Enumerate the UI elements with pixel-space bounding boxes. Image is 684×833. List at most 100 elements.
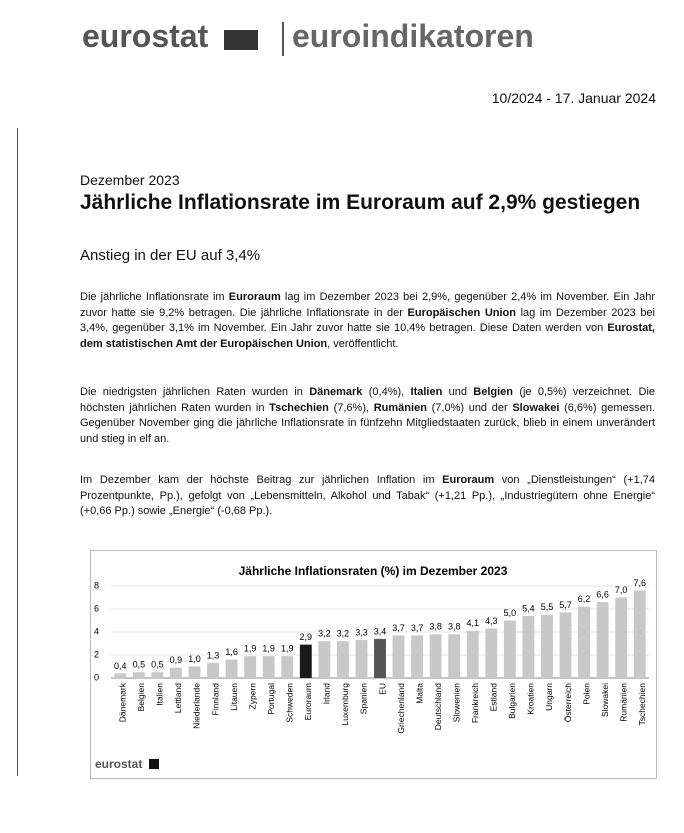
value-label: 7,6 xyxy=(633,578,646,588)
y-tick-label: 0 xyxy=(94,672,99,682)
x-tick-label: Estland xyxy=(489,683,499,712)
value-label: 5,5 xyxy=(541,602,554,612)
bold-run: Italien xyxy=(410,386,443,398)
x-tick-label: Bulgarien xyxy=(507,683,517,719)
bold-run: Tschechien xyxy=(269,401,329,414)
x-tick-label: Spanien xyxy=(359,683,369,714)
x-tick-label: Schweden xyxy=(284,683,294,723)
x-tick-label: Kroatien xyxy=(526,683,536,715)
x-tick-label: Litauen xyxy=(229,683,239,711)
bar xyxy=(541,614,553,678)
bold-run: Slowakei xyxy=(512,401,560,414)
x-tick-label: Finnland xyxy=(210,683,220,716)
bar xyxy=(188,666,201,678)
value-label: 0,5 xyxy=(151,660,164,670)
bar xyxy=(633,590,646,678)
bar xyxy=(578,606,591,678)
bar xyxy=(392,635,405,678)
value-label: 4,3 xyxy=(485,616,498,626)
bold-run: Eurostat, dem statistischen Amt der Euro… xyxy=(80,322,655,350)
release: 10/2024 - 17. Januar 2024 xyxy=(491,90,656,106)
bar xyxy=(615,597,628,678)
bar xyxy=(522,615,535,678)
x-tick-label: Luxemburg xyxy=(340,683,350,726)
series-name: euroindikatoren xyxy=(292,18,534,54)
x-tick-label: Dänemark xyxy=(118,682,128,722)
value-label: 3,7 xyxy=(411,623,424,633)
bold-run: Euroraum xyxy=(228,291,281,303)
x-tick-label: Lettland xyxy=(173,683,183,714)
value-label: 3,8 xyxy=(429,622,442,632)
x-tick-label: Zypern xyxy=(247,683,257,710)
text-run: (7,0%) und der xyxy=(426,401,513,414)
text-run: , veröffentlicht. xyxy=(327,337,399,350)
text-run: lag im Dezember 2023 bei 3,4%, gegenüber… xyxy=(80,306,655,335)
value-label: 3,7 xyxy=(392,623,405,633)
value-label: 0,4 xyxy=(114,661,127,671)
y-tick-label: 8 xyxy=(94,580,99,590)
paragraph: Die jährliche Inflationsrate im Euroraum… xyxy=(80,290,655,352)
chart-title: Jährliche Inflationsraten (%) im Dezembe… xyxy=(239,564,508,578)
bold-run: Euroraum xyxy=(442,474,495,486)
kicker: Dezember 2023 xyxy=(80,172,180,188)
left-rule xyxy=(17,128,18,776)
value-label: 1,3 xyxy=(207,650,220,660)
y-tick-label: 2 xyxy=(94,649,99,659)
headline: Jährliche Inflationsrate im Euroraum auf… xyxy=(80,191,641,214)
bar xyxy=(132,672,145,678)
bar xyxy=(559,612,572,678)
bold-run: Dänemark xyxy=(309,386,363,398)
y-tick-label: 6 xyxy=(94,603,99,613)
x-tick-label: Rumänien xyxy=(618,683,628,722)
value-label: 4,1 xyxy=(467,618,480,628)
text-run: Im Dezember kam der höchste Beitrag zur … xyxy=(80,474,443,486)
x-tick-label: Slowenien xyxy=(451,683,461,722)
text-run: Die niedrigsten jährlichen Raten wurden … xyxy=(80,386,310,398)
paragraph: Im Dezember kam der höchste Beitrag zur … xyxy=(80,473,655,520)
value-label: 1,9 xyxy=(244,644,257,654)
bar xyxy=(262,656,275,678)
x-tick-label: Ungarn xyxy=(544,683,554,711)
value-label: 5,0 xyxy=(504,608,517,618)
value-label: 6,6 xyxy=(596,589,609,599)
x-tick-label: Belgien xyxy=(136,683,146,712)
x-tick-label: Euroraum xyxy=(303,683,313,720)
source-logo xyxy=(149,759,159,769)
text-run: lag im Dezember 2023 bei 2,9%, gegenüber… xyxy=(80,291,655,319)
flag xyxy=(224,30,258,50)
subtitle: Anstieg in der EU auf 3,4% xyxy=(80,247,261,264)
value-label: 3,4 xyxy=(374,626,387,636)
bar xyxy=(244,656,257,678)
bold-run: Belgien xyxy=(473,386,514,398)
x-tick-label: Niederlande xyxy=(192,683,202,729)
bar xyxy=(596,602,609,678)
value-label: 3,2 xyxy=(318,629,331,639)
bar xyxy=(225,659,238,678)
value-label: 1,6 xyxy=(225,647,238,657)
bold-run: Rumänien xyxy=(373,401,427,414)
bar xyxy=(429,634,442,678)
x-tick-label: Deutschland xyxy=(433,683,443,731)
bar xyxy=(466,630,479,678)
value-label: 1,9 xyxy=(281,644,294,654)
x-tick-label: EU xyxy=(377,683,387,695)
bar xyxy=(485,628,498,678)
x-tick-label: Slowakei xyxy=(600,683,610,717)
bar xyxy=(114,673,127,678)
value-label: 1,9 xyxy=(262,644,275,654)
x-tick-label: Portugal xyxy=(266,683,276,715)
x-tick-label: Italien xyxy=(155,683,165,706)
value-label: 3,3 xyxy=(355,627,368,637)
text-run: (7,6%), xyxy=(328,401,374,414)
bar xyxy=(355,640,368,678)
bar xyxy=(318,641,331,678)
value-label: 6,2 xyxy=(578,594,591,604)
value-label: 0,9 xyxy=(170,655,183,665)
text-run: Die jährliche Inflationsrate im xyxy=(80,291,229,303)
value-label: 3,2 xyxy=(337,629,350,639)
value-label: 7,0 xyxy=(615,585,628,595)
value-label: 3,8 xyxy=(448,622,461,632)
value-label: 1,0 xyxy=(188,654,201,664)
value-label: 5,7 xyxy=(559,600,572,610)
